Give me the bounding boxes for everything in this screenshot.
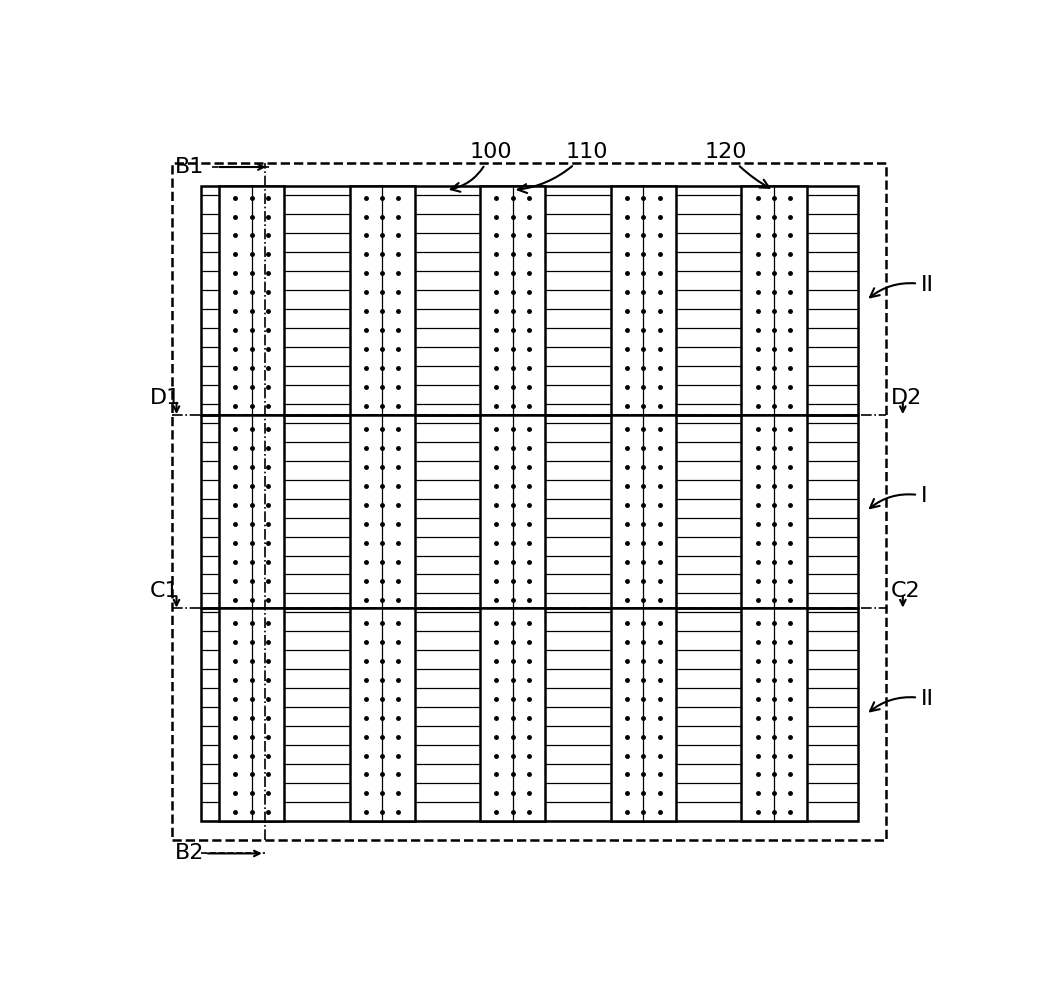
Bar [741, 608, 807, 821]
Text: 100: 100 [451, 142, 512, 192]
Bar [173, 163, 887, 840]
Bar [611, 186, 676, 415]
Text: 110: 110 [518, 142, 609, 193]
Bar [350, 415, 415, 608]
Bar [611, 415, 676, 608]
Bar [480, 415, 545, 608]
Text: B1: B1 [175, 157, 204, 177]
Bar [219, 186, 284, 415]
Text: B2: B2 [175, 843, 204, 863]
Bar [741, 415, 807, 608]
Bar [480, 186, 545, 415]
Text: C2: C2 [891, 581, 920, 601]
Text: D2: D2 [891, 388, 921, 408]
Bar [201, 186, 858, 415]
Text: I: I [870, 485, 928, 509]
Text: C1: C1 [150, 581, 179, 601]
Text: D1: D1 [150, 388, 181, 408]
Bar [741, 186, 807, 415]
Bar [350, 186, 415, 415]
Bar [350, 608, 415, 821]
Text: 120: 120 [704, 142, 770, 188]
Text: II: II [870, 275, 934, 297]
Bar [219, 415, 284, 608]
Bar [219, 608, 284, 821]
Bar [201, 415, 858, 608]
Bar [611, 608, 676, 821]
Bar [201, 608, 858, 821]
Bar [480, 608, 545, 821]
Text: II: II [870, 689, 934, 712]
